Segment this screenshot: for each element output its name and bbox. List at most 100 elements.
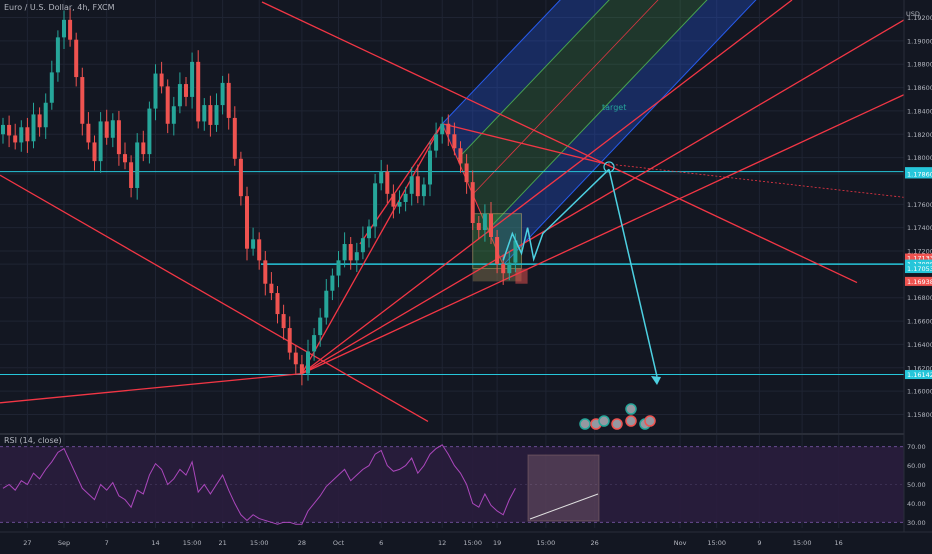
candle xyxy=(495,230,500,274)
price-axis-panel xyxy=(904,0,932,550)
candle xyxy=(37,107,42,137)
rsi-tick-label: 50.00 xyxy=(907,481,926,489)
symbol-legend[interactable]: Euro / U.S. Dollar, 4h, FXCM xyxy=(4,3,115,12)
rsi-divergence-line xyxy=(529,493,599,520)
candle xyxy=(391,184,396,219)
time-tick-label: 27 xyxy=(23,539,31,547)
candle-body xyxy=(482,213,487,231)
pitchfork-line xyxy=(441,0,561,125)
candle xyxy=(55,30,60,82)
candle xyxy=(421,177,426,206)
candle xyxy=(49,60,54,110)
rsi-tick-label: 40.00 xyxy=(907,500,926,508)
candle-body xyxy=(110,120,115,138)
price-tick-label: 1.18400 xyxy=(907,107,932,115)
candle xyxy=(177,72,182,114)
price-badge-label: 1.16938 xyxy=(907,278,932,286)
candle-body xyxy=(269,283,274,294)
candle xyxy=(318,308,323,347)
candle xyxy=(415,164,420,204)
rsi-legend[interactable]: RSI (14, close) xyxy=(4,436,62,445)
candle xyxy=(62,10,66,50)
trend-line xyxy=(0,372,302,404)
candle-body xyxy=(147,108,152,155)
time-tick-label: 15:00 xyxy=(183,539,202,547)
candle xyxy=(385,164,390,204)
pitchfork-line xyxy=(457,0,610,160)
candle-body xyxy=(220,82,225,106)
candle xyxy=(1,117,5,144)
time-axis-panel xyxy=(0,532,932,550)
rsi-tick-label: 30.00 xyxy=(907,519,926,527)
candle xyxy=(226,73,231,130)
candle xyxy=(25,117,30,153)
candle xyxy=(287,316,292,360)
event-marker-icon xyxy=(598,415,610,427)
candle-body xyxy=(458,148,463,164)
time-tick-label: 15:00 xyxy=(537,539,556,547)
rsi-tick-label: 60.00 xyxy=(907,462,926,470)
candle-body xyxy=(86,123,91,143)
candle xyxy=(19,120,24,152)
price-tick-label: 1.16600 xyxy=(907,318,932,326)
event-marker-icon xyxy=(625,415,637,427)
price-tick-label: 1.17400 xyxy=(907,224,932,232)
candle-body xyxy=(141,142,146,155)
candle xyxy=(92,135,97,171)
candle-body xyxy=(281,314,286,329)
candle-body xyxy=(373,183,378,227)
candle xyxy=(269,272,274,301)
time-tick-label: 7 xyxy=(105,539,109,547)
candle xyxy=(153,64,158,121)
price-tick-label: 1.18800 xyxy=(907,61,932,69)
candle-body xyxy=(397,201,402,207)
trend-line xyxy=(442,123,605,165)
candle-body xyxy=(68,19,73,40)
candle-body xyxy=(190,61,195,97)
candle-body xyxy=(49,72,54,103)
candle xyxy=(299,354,304,386)
trend-line xyxy=(261,1,858,284)
candle xyxy=(123,142,127,170)
candle-body xyxy=(403,193,408,202)
candle xyxy=(281,304,286,340)
price-badge xyxy=(905,276,932,286)
candle-body xyxy=(251,239,256,249)
time-tick-label: 26 xyxy=(591,539,599,547)
pitchfork-line xyxy=(472,0,659,195)
candle xyxy=(354,242,359,273)
candle-body xyxy=(214,105,219,125)
candle xyxy=(165,79,170,134)
trend-line xyxy=(301,2,932,375)
price-tick-label: 1.18600 xyxy=(907,84,932,92)
candle-body xyxy=(123,154,127,163)
candle-body xyxy=(263,260,268,284)
candle xyxy=(312,328,317,361)
candle-body xyxy=(367,226,371,239)
time-tick-label: 28 xyxy=(298,539,306,547)
event-marker-icon xyxy=(625,403,637,415)
candle-body xyxy=(513,240,518,263)
target-label: target xyxy=(602,103,626,112)
candle-body xyxy=(379,171,384,184)
candle-body xyxy=(336,260,341,276)
candle-body xyxy=(196,61,201,122)
target-marker xyxy=(603,161,615,173)
candle xyxy=(379,159,384,191)
candle xyxy=(348,237,353,270)
candle xyxy=(360,226,365,260)
trend-line xyxy=(301,0,793,375)
candle-body xyxy=(43,102,48,128)
time-tick-label: 9 xyxy=(757,539,761,547)
candle-body xyxy=(470,182,475,224)
candle-body xyxy=(25,127,30,142)
pitchfork-line xyxy=(487,0,708,231)
candle-body xyxy=(391,193,396,207)
candle xyxy=(43,93,48,139)
candle-body xyxy=(489,213,493,238)
candle xyxy=(263,251,268,296)
price-tick-label: 1.17600 xyxy=(907,201,932,209)
time-tick-label: 12 xyxy=(438,539,446,547)
